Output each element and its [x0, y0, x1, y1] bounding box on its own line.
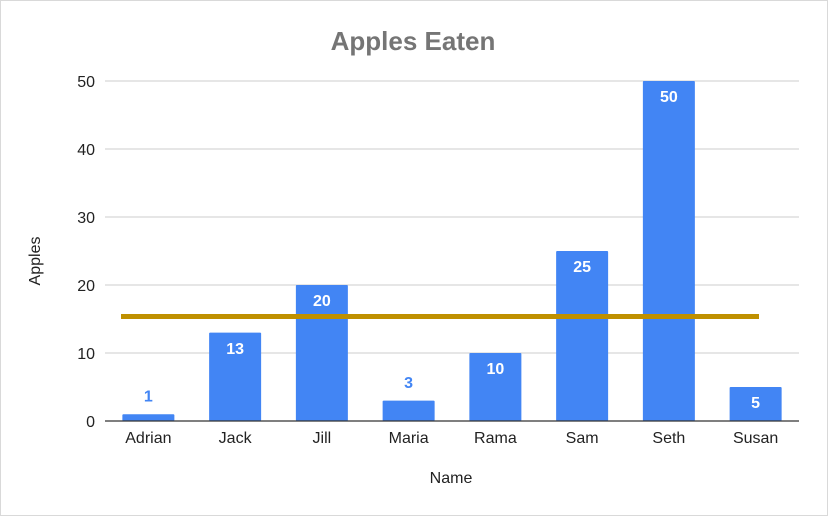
chart-title: Apples Eaten	[331, 26, 496, 56]
bar	[122, 414, 175, 421]
data-label: 10	[486, 361, 504, 378]
bars	[122, 81, 782, 421]
x-axis-tick-labels: Adrian Jack Jill Maria Rama Sam Seth Susan	[125, 430, 778, 447]
y-axis-title: Apples	[27, 237, 44, 286]
bar	[382, 400, 435, 421]
x-tick-label: Jack	[219, 430, 253, 447]
y-tick-label: 30	[77, 210, 95, 227]
data-labels: 1 13 20 3 10 25 50 5	[144, 89, 760, 412]
data-label: 25	[573, 259, 591, 276]
data-label: 50	[660, 89, 678, 106]
data-label: 5	[751, 395, 760, 412]
bar	[209, 332, 262, 421]
bar	[642, 81, 695, 421]
gridlines	[105, 80, 799, 354]
data-label: 3	[404, 375, 413, 392]
x-axis-title: Name	[430, 470, 473, 487]
data-label: 20	[313, 293, 331, 310]
y-tick-label: 20	[77, 278, 95, 295]
bar	[729, 387, 782, 421]
x-tick-label: Sam	[566, 430, 599, 447]
x-tick-label: Seth	[652, 430, 685, 447]
y-axis-tick-labels: 0 10 20 30 40 50	[77, 74, 95, 431]
bar	[469, 353, 522, 421]
data-label: 13	[226, 341, 244, 358]
y-tick-label: 40	[77, 142, 95, 159]
y-tick-label: 10	[77, 346, 95, 363]
bar	[556, 251, 609, 421]
x-tick-label: Jill	[313, 430, 332, 447]
data-label: 1	[144, 388, 153, 405]
x-tick-label: Adrian	[125, 430, 171, 447]
y-tick-label: 50	[77, 74, 95, 91]
x-tick-label: Rama	[474, 430, 517, 447]
bar	[295, 285, 348, 421]
x-tick-label: Maria	[389, 430, 429, 447]
x-tick-label: Susan	[733, 430, 778, 447]
y-tick-label: 0	[86, 414, 95, 431]
